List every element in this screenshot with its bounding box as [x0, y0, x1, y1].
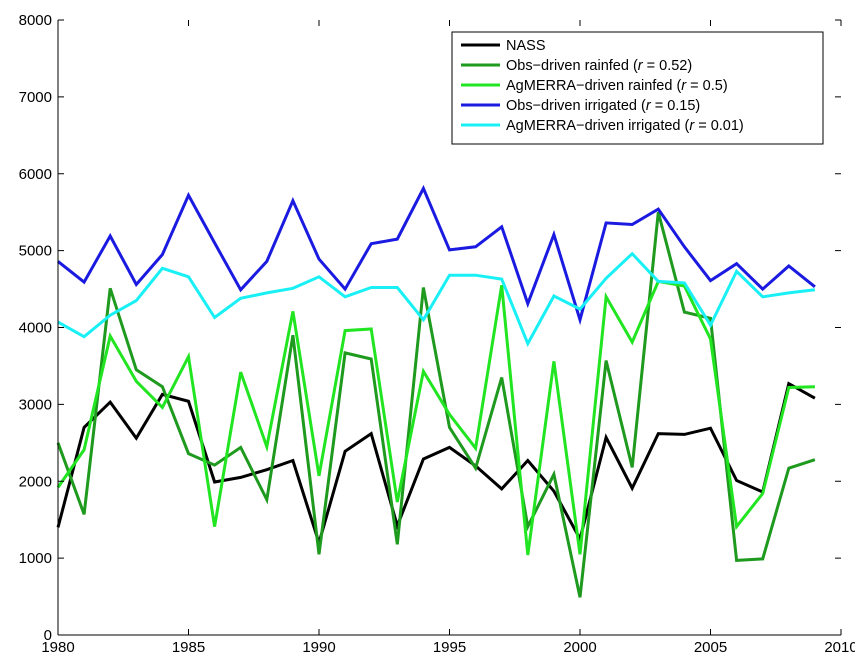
y-ticks: 0 1000 2000 3000 4000 5000 6000 7000 8000	[19, 12, 841, 644]
y-tick-label: 1000	[19, 550, 52, 567]
y-tick-label: 7000	[19, 89, 52, 106]
legend-entries: NASS Obs−driven rainfed (r = 0.52) AgMERRA…	[461, 38, 744, 134]
series-line-2	[56, 279, 815, 556]
legend-label-4: AgMERRA−driven irrigated (r = 0.01)	[506, 118, 744, 134]
legend: NASS Obs−driven rainfed (r = 0.52) AgMERRA…	[451, 31, 824, 145]
y-tick-label: 0	[44, 627, 52, 644]
legend-label-3: Obs−driven irrigated (r = 0.15)	[506, 98, 700, 114]
y-tick-label: 8000	[19, 12, 52, 29]
x-tick-label: 1990	[302, 639, 335, 656]
series-layer	[56, 184, 816, 598]
series-line-1	[56, 211, 816, 598]
x-ticks: 1980 1985 1990 1995 2000 2005 2010	[41, 20, 855, 656]
series-line-3	[57, 184, 816, 326]
x-tick-label: 1980	[41, 639, 74, 656]
series-line-0	[56, 381, 816, 549]
legend-box	[451, 31, 824, 145]
legend-label-2: AgMERRA−driven rainfed (r = 0.5)	[506, 78, 728, 94]
x-tick-label: 2000	[563, 639, 596, 656]
x-tick-label: 1995	[433, 639, 466, 656]
legend-label-1: Obs−driven rainfed (r = 0.52)	[506, 58, 692, 74]
legend-label-0: NASS	[506, 38, 546, 54]
y-tick-label: 4000	[19, 320, 52, 337]
y-tick-label: 3000	[19, 396, 52, 413]
y-tick-label: 6000	[19, 166, 52, 183]
y-tick-label: 5000	[19, 243, 52, 260]
x-tick-label: 1985	[172, 639, 205, 656]
x-tick-label: 2010	[824, 639, 855, 656]
series-line-4	[57, 251, 816, 348]
x-tick-label: 2005	[694, 639, 727, 656]
y-tick-label: 2000	[19, 473, 52, 490]
